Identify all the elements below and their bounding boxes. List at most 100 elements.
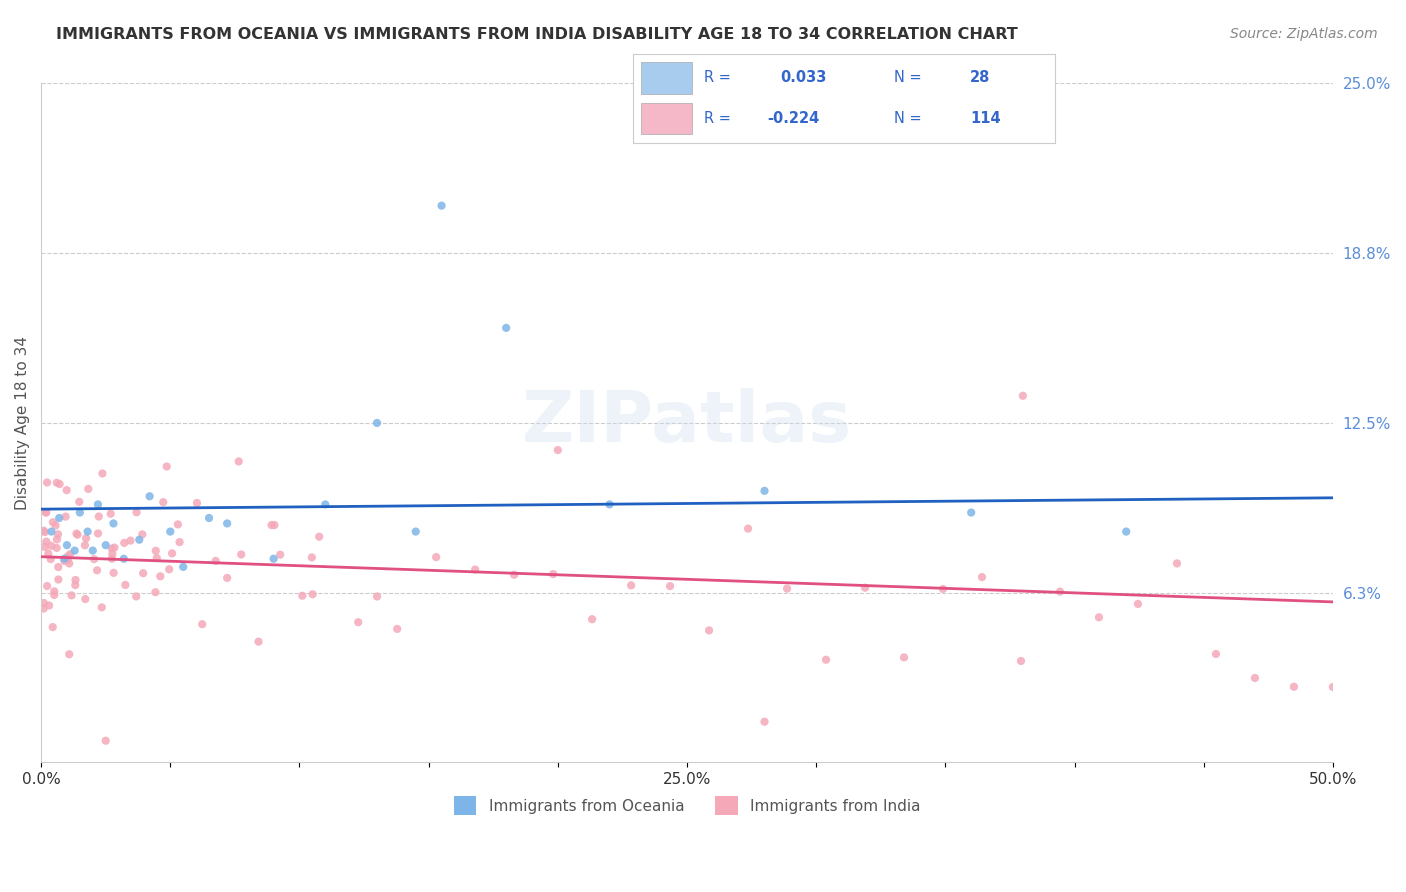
Point — [66, 527, 89, 541]
Text: -0.224: -0.224 — [768, 112, 820, 126]
Point — [1049, 584, 1071, 599]
Point — [60, 588, 83, 602]
Point — [90, 600, 112, 615]
Point — [63, 543, 86, 558]
Point — [541, 567, 564, 582]
Point — [35, 534, 58, 549]
Point — [1012, 389, 1035, 403]
Point — [932, 582, 955, 596]
Text: N =: N = — [894, 112, 922, 126]
Point — [260, 518, 283, 533]
Point — [1244, 671, 1267, 685]
Point — [65, 578, 87, 592]
Point — [217, 516, 239, 531]
Point — [45, 541, 67, 555]
Point — [32, 601, 55, 615]
Point — [73, 538, 96, 552]
Point — [103, 541, 125, 555]
Point — [46, 533, 69, 547]
Point — [91, 467, 114, 481]
Point — [1166, 557, 1188, 571]
Point — [347, 615, 370, 630]
Point — [114, 578, 136, 592]
Point — [160, 546, 183, 560]
Point — [32, 596, 55, 610]
Point — [53, 551, 76, 566]
Point — [247, 634, 270, 648]
Point — [103, 516, 125, 531]
Point — [48, 511, 70, 525]
Y-axis label: Disability Age 18 to 34: Disability Age 18 to 34 — [15, 336, 30, 510]
Point — [103, 566, 125, 580]
Point — [145, 543, 167, 558]
Point — [56, 549, 79, 564]
Point — [263, 518, 285, 533]
Point — [960, 506, 983, 520]
Point — [228, 454, 250, 468]
Point — [1088, 610, 1111, 624]
Point — [131, 527, 153, 541]
Point — [1010, 654, 1032, 668]
Point — [547, 443, 569, 458]
Point — [87, 497, 110, 511]
Point — [59, 547, 82, 561]
Point — [430, 199, 453, 213]
Text: ZIPatlas: ZIPatlas — [522, 388, 852, 458]
Point — [58, 647, 80, 661]
Point — [697, 624, 720, 638]
Bar — [641, 62, 692, 94]
Point — [45, 475, 67, 490]
Point — [301, 587, 323, 601]
Point — [44, 588, 66, 602]
Point — [125, 590, 148, 604]
Point — [101, 547, 124, 561]
Point — [65, 526, 87, 541]
Point — [55, 483, 77, 498]
Point — [35, 475, 58, 490]
Point — [385, 622, 408, 636]
Point — [308, 530, 330, 544]
Text: R =: R = — [704, 112, 731, 126]
Point — [37, 547, 59, 561]
Point — [314, 497, 336, 511]
Point — [38, 599, 60, 613]
Point — [75, 531, 97, 545]
Point — [35, 505, 58, 519]
Point — [34, 524, 56, 539]
Point — [172, 560, 194, 574]
Point — [263, 551, 285, 566]
Point — [269, 548, 291, 562]
Point — [159, 524, 181, 539]
Point — [152, 495, 174, 509]
Point — [146, 550, 169, 565]
Point — [32, 524, 55, 538]
Point — [893, 650, 915, 665]
Point — [87, 526, 110, 541]
Point — [754, 483, 776, 498]
Text: 114: 114 — [970, 112, 1001, 126]
Point — [620, 578, 643, 592]
Point — [128, 533, 150, 547]
Point — [149, 569, 172, 583]
Point — [67, 495, 90, 509]
Legend: Immigrants from Oceania, Immigrants from India: Immigrants from Oceania, Immigrants from… — [446, 789, 928, 822]
Point — [598, 497, 620, 511]
Point — [157, 562, 180, 576]
Point — [503, 567, 526, 582]
Point — [776, 582, 799, 596]
Point — [46, 560, 69, 574]
Point — [156, 459, 179, 474]
Point — [405, 524, 427, 539]
Point — [100, 507, 122, 521]
Point — [853, 581, 876, 595]
Point — [83, 552, 105, 566]
Point — [138, 489, 160, 503]
Point — [231, 548, 253, 562]
Text: IMMIGRANTS FROM OCEANIA VS IMMIGRANTS FROM INDIA DISABILITY AGE 18 TO 34 CORRELA: IMMIGRANTS FROM OCEANIA VS IMMIGRANTS FR… — [56, 27, 1018, 42]
Point — [1126, 597, 1149, 611]
Point — [58, 557, 80, 571]
Point — [1282, 680, 1305, 694]
Point — [659, 579, 682, 593]
Point — [366, 590, 388, 604]
Point — [77, 482, 100, 496]
